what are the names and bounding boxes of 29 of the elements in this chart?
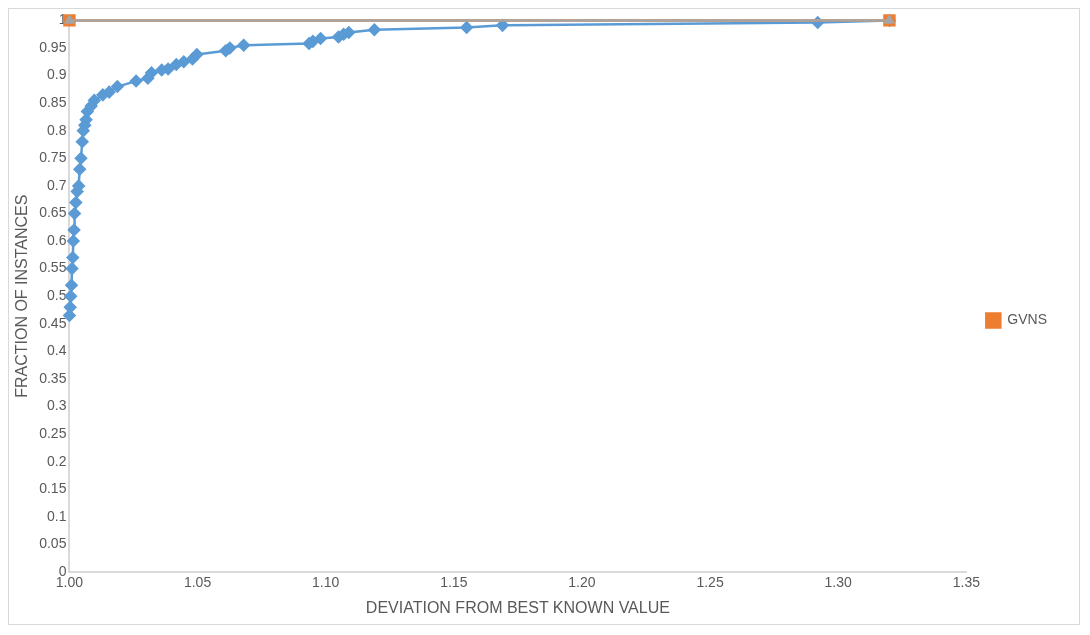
y-tick-label: 0.5 — [46, 287, 67, 304]
y-tick-label: 0.8 — [46, 121, 67, 138]
y-tick-label: 0.7 — [46, 176, 67, 193]
y-tick-label: 0.6 — [46, 231, 67, 248]
y-tick-label: 0.9 — [46, 66, 67, 83]
y-tick-label: 0.25 — [39, 424, 67, 441]
y-tick-label: 0.75 — [39, 149, 67, 166]
y-tick-label: 0.65 — [39, 204, 67, 221]
y-tick-label: 0.3 — [46, 397, 67, 414]
y-tick-label: 0.95 — [39, 38, 67, 55]
y-tick-label: 0.4 — [46, 342, 67, 359]
x-tick-label: 1.20 — [568, 574, 596, 591]
y-axis-title: FRACTION OF INSTANCES — [13, 194, 31, 398]
x-axis-title: DEVIATION FROM BEST KNOWN VALUE — [365, 598, 670, 616]
x-tick-label: 1.05 — [183, 574, 212, 591]
x-tick-label: 1.15 — [440, 574, 468, 591]
y-tick-label: 0.45 — [39, 314, 67, 331]
y-tick-label: 0.55 — [39, 259, 67, 276]
x-tick-label: 1.35 — [952, 574, 981, 591]
y-tick-label: 0.1 — [46, 507, 67, 524]
x-tick-label: 1.10 — [312, 574, 340, 591]
y-tick-label: 0.35 — [39, 369, 67, 386]
y-tick-label: 0.15 — [39, 480, 67, 497]
legend-label: GVNS — [1007, 311, 1048, 328]
x-tick-label: 1.30 — [824, 574, 853, 591]
y-tick-label: 0.2 — [46, 452, 67, 469]
y-tick-label: 0.05 — [39, 535, 67, 552]
y-tick-label: 0.85 — [39, 94, 67, 110]
x-tick-label: 1.25 — [696, 574, 724, 591]
